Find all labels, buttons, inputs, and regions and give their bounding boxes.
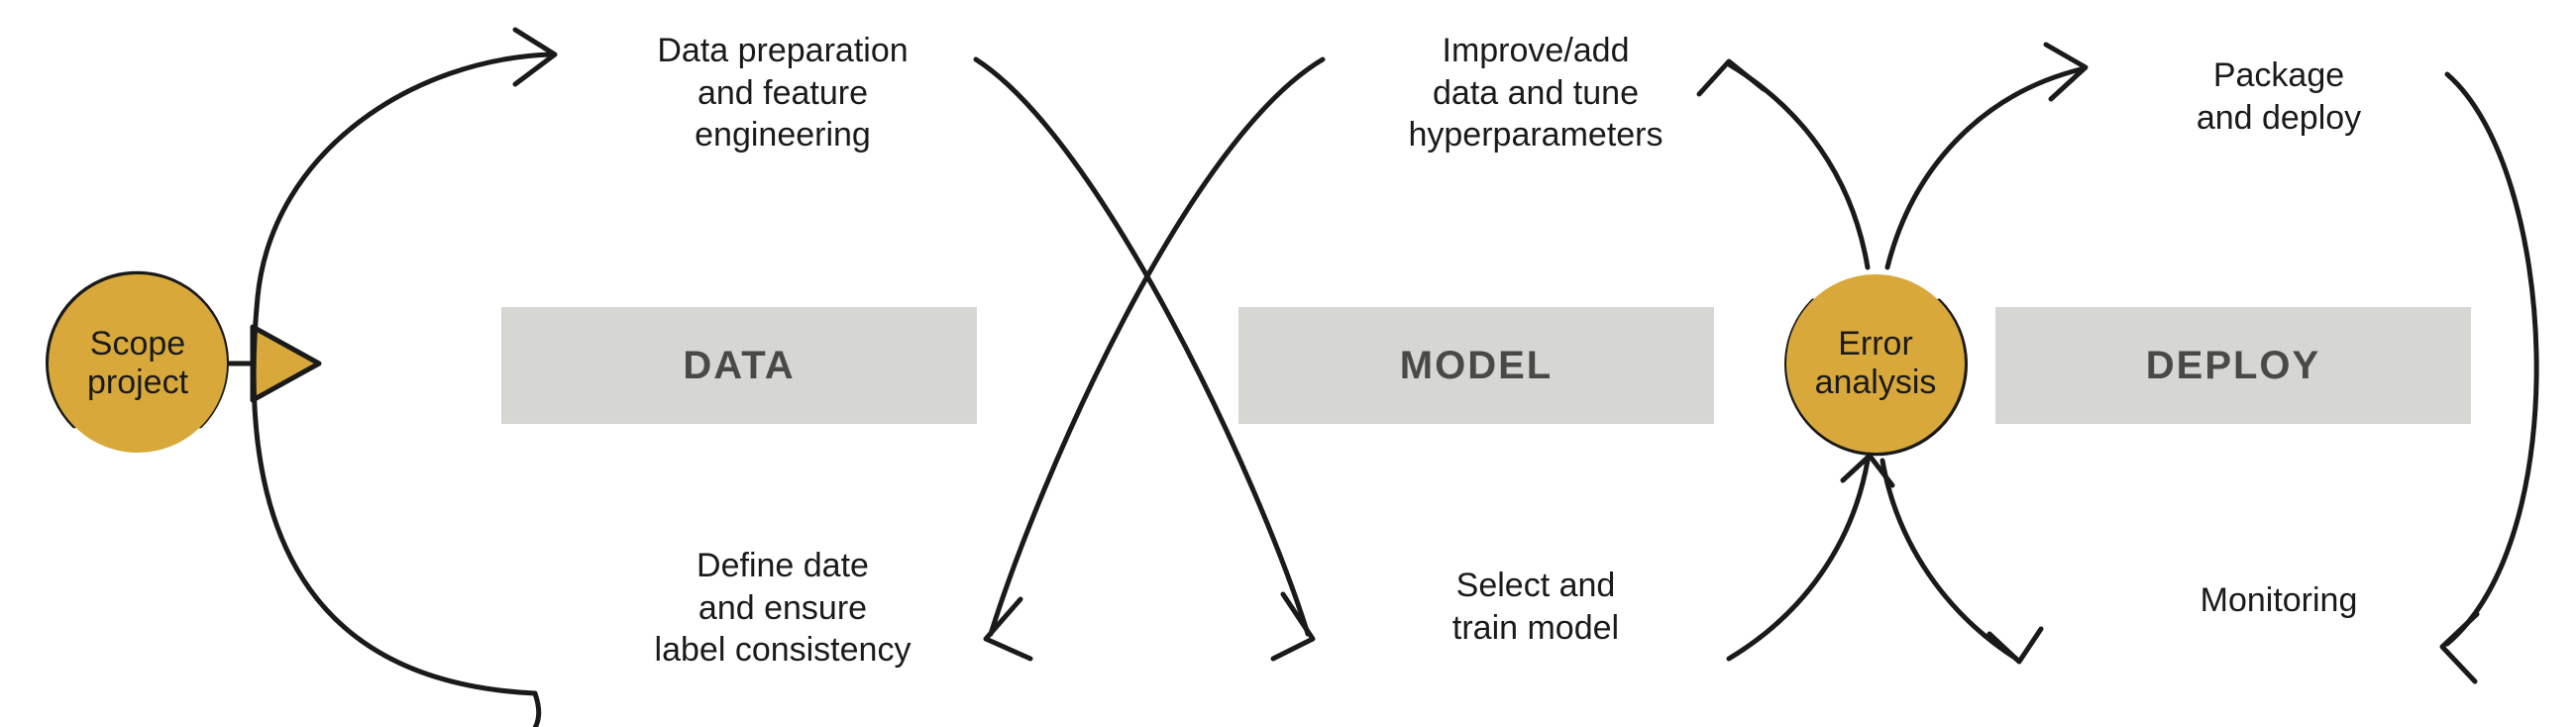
error-to-deploy-top-head (2046, 45, 2086, 99)
cross-arc-a-head (986, 599, 1030, 659)
into-error-bottom (1729, 461, 1868, 659)
scope-circle: Scope project (49, 274, 227, 453)
scope-circle-label: Scope project (49, 325, 227, 402)
loop1-up-tail (535, 693, 539, 727)
model-box: MODEL (1238, 307, 1714, 424)
data-box: DATA (501, 307, 977, 424)
deploy-box: DEPLOY (1995, 307, 2471, 424)
deploy-box-label: DEPLOY (2146, 344, 2320, 388)
scope-arrow-head (253, 327, 319, 400)
error-to-deploy-top (1887, 69, 2081, 267)
data-box-label: DATA (683, 344, 795, 388)
error-circle: Error analysis (1786, 274, 1965, 453)
label-data-bottom: Define date and ensure label consistency (604, 545, 961, 672)
label-data-top: Data preparation and feature engineering (604, 30, 961, 156)
label-model-top: Improve/add data and tune hyperparameter… (1357, 30, 1714, 156)
label-deploy-top: Package and deploy (2120, 54, 2437, 139)
into-error-bottom2-head (1989, 629, 2041, 662)
loop1-up-head (515, 30, 555, 84)
into-error-bottom2 (1882, 461, 2016, 659)
into-error-top (1729, 64, 1868, 267)
error-circle-label: Error analysis (1786, 325, 1965, 402)
into-error-bottom-head (1843, 456, 1892, 485)
loop1-upper-arc (147, 470, 525, 713)
deploy-loop-head (2442, 614, 2477, 681)
cross-arc-b-head (1273, 594, 1313, 659)
label-deploy-bottom: Monitoring (2120, 579, 2437, 622)
model-box-label: MODEL (1400, 344, 1553, 388)
diagram-stage: Scope project Error analysis DATA MODEL … (0, 0, 2576, 727)
label-model-bottom: Select and train model (1357, 565, 1714, 649)
